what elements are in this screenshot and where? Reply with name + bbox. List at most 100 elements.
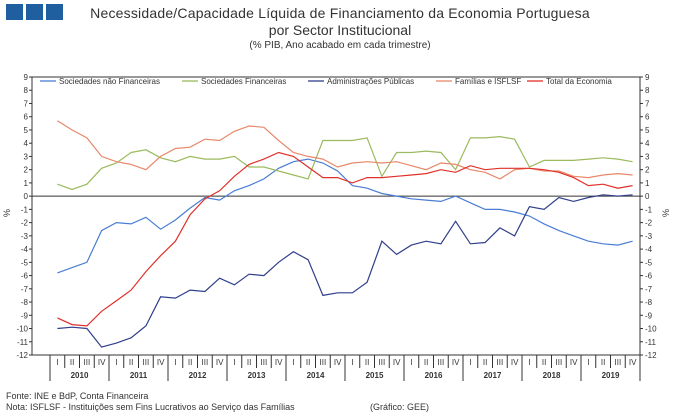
- gee-logo: [6, 4, 64, 20]
- y-tick-label-left: -4: [21, 245, 29, 254]
- series-line-4: [57, 120, 633, 180]
- quarter-label: III: [497, 358, 504, 367]
- quarter-label: III: [143, 358, 150, 367]
- quarter-label: IV: [275, 358, 283, 367]
- quarter-label: III: [202, 358, 209, 367]
- y-tick-label-right: -3: [645, 232, 653, 241]
- series-line-3: [57, 194, 633, 348]
- y-tick-label-left: -2: [21, 219, 29, 228]
- year-label: 2017: [484, 371, 502, 380]
- series-line-5: [57, 151, 633, 327]
- y-tick-label-right: 5: [645, 126, 650, 135]
- y-tick-label-right: 7: [645, 99, 650, 108]
- y-tick-label-left: 0: [24, 192, 29, 201]
- year-label: 2011: [130, 371, 148, 380]
- plot-area: [31, 76, 641, 356]
- legend-label: Sociedades não Financeiras: [59, 77, 160, 86]
- quarter-label: I: [410, 358, 412, 367]
- year-label: 2014: [307, 371, 325, 380]
- chart-subtitle: (% PIB, Ano acabado em cada trimestre): [249, 40, 431, 51]
- quarter-label: III: [438, 358, 445, 367]
- series-group: [57, 120, 633, 348]
- quarter-label: IV: [570, 358, 578, 367]
- quarter-label: II: [483, 358, 487, 367]
- chart-title-line2: por Sector Institucional: [268, 22, 412, 38]
- quarter-label: I: [115, 358, 117, 367]
- y-tick-label-right: 4: [645, 139, 650, 148]
- y-tick-label-left: 6: [24, 113, 29, 122]
- axes: 9 9 8 8 7 7 6 6 5 5 4 4 3 3 2 2 1 1 0 0 -1 -1 -2 -2 -3 -3 -4 -4 -5 -5…: [16, 73, 657, 381]
- y-tick-label-right: -1: [645, 205, 653, 214]
- logo-block-3: [46, 4, 63, 20]
- y-tick-label-left: -6: [21, 272, 29, 281]
- y-tick-label-left: 8: [24, 86, 29, 95]
- quarter-label: I: [174, 358, 176, 367]
- quarter-label: I: [56, 358, 58, 367]
- quarter-label: II: [365, 358, 369, 367]
- year-label: 2018: [543, 371, 561, 380]
- y-tick-label-right: 6: [645, 113, 650, 122]
- quarter-label: IV: [393, 358, 401, 367]
- quarter-label: III: [261, 358, 268, 367]
- year-label: 2013: [248, 371, 266, 380]
- y-tick-label-right: -9: [645, 311, 653, 320]
- quarter-label: I: [233, 358, 235, 367]
- chart-title: Necessidade/Capacidade Líquida de Financ…: [90, 5, 590, 21]
- quarter-label: II: [70, 358, 74, 367]
- quarter-label: I: [351, 358, 353, 367]
- year-label: 2015: [366, 371, 384, 380]
- y-tick-label-right: -11: [645, 338, 657, 347]
- y-axis-label-right: %: [661, 209, 671, 217]
- series-line-2: [57, 135, 633, 191]
- quarter-label: IV: [157, 358, 165, 367]
- y-tick-label-right: -4: [645, 245, 653, 254]
- footer-note: Nota: ISFLSF - Instituições sem Fins Luc…: [6, 402, 295, 412]
- legend: Sociedades não Financeiras Sociedades Fin…: [40, 77, 612, 86]
- quarter-label: IV: [216, 358, 224, 367]
- footer-source: Fonte: INE e BdP, Conta Financeira: [6, 391, 149, 401]
- quarter-label: I: [528, 358, 530, 367]
- footer-credit: (Gráfico: GEE): [370, 402, 430, 412]
- quarter-label: IV: [629, 358, 637, 367]
- y-tick-label-left: 5: [24, 126, 29, 135]
- y-tick-label-right: 9: [645, 73, 650, 82]
- y-tick-label-left: -3: [21, 232, 29, 241]
- y-tick-label-right: -8: [645, 298, 653, 307]
- year-label: 2019: [602, 371, 620, 380]
- y-tick-label-left: 3: [24, 152, 29, 161]
- y-tick-label-right: 3: [645, 152, 650, 161]
- y-tick-label-left: -12: [16, 351, 28, 360]
- quarter-label: IV: [334, 358, 342, 367]
- quarter-label: I: [292, 358, 294, 367]
- quarter-label: III: [320, 358, 327, 367]
- logo-block-2: [26, 4, 43, 20]
- quarter-label: IV: [98, 358, 106, 367]
- quarter-label: I: [469, 358, 471, 367]
- quarter-label: II: [129, 358, 133, 367]
- y-tick-label-right: 8: [645, 86, 650, 95]
- y-tick-label-left: 9: [24, 73, 29, 82]
- y-tick-label-right: -2: [645, 219, 653, 228]
- y-tick-label-left: 1: [24, 179, 29, 188]
- quarter-label: III: [379, 358, 386, 367]
- y-tick-label-left: 2: [24, 166, 29, 175]
- y-tick-label-left: 7: [24, 99, 29, 108]
- legend-label: Administrações Públicas: [327, 77, 414, 86]
- y-tick-label-left: -9: [21, 311, 29, 320]
- quarter-label: IV: [511, 358, 519, 367]
- logo-block-1: [6, 4, 23, 20]
- y-axis-label-left: %: [2, 209, 12, 217]
- quarter-label: II: [601, 358, 605, 367]
- quarter-label: IV: [452, 358, 460, 367]
- y-tick-label-left: -5: [21, 258, 29, 267]
- quarter-label: I: [587, 358, 589, 367]
- y-tick-label-left: 4: [24, 139, 29, 148]
- line-chart: 9 9 8 8 7 7 6 6 5 5 4 4 3 3 2 2 1 1 0 0 -1 -1 -2 -2 -3 -3 -4 -4 -5 -5…: [2, 73, 671, 381]
- quarter-label: III: [615, 358, 622, 367]
- quarter-label: II: [188, 358, 192, 367]
- y-tick-label-left: -10: [16, 325, 28, 334]
- year-label: 2012: [189, 371, 207, 380]
- y-tick-label-right: -5: [645, 258, 653, 267]
- y-tick-label-right: 2: [645, 166, 650, 175]
- quarter-label: II: [424, 358, 428, 367]
